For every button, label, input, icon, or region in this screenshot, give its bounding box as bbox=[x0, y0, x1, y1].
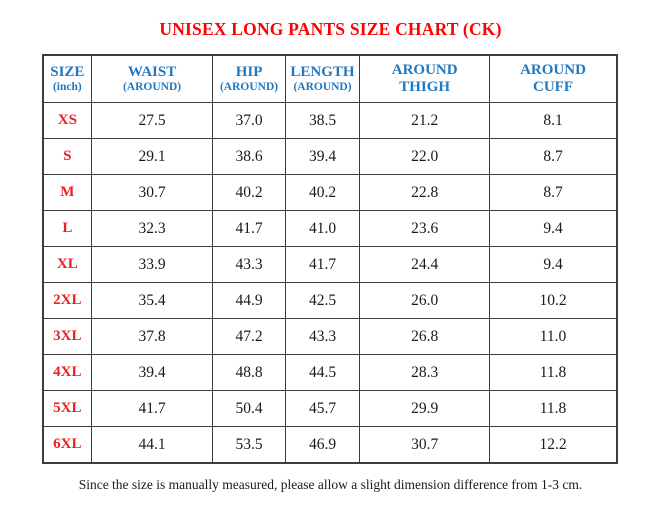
size-label: 5XL bbox=[42, 390, 92, 427]
column-header-label: AROUND bbox=[391, 61, 458, 78]
measurement-value: 47.2 bbox=[212, 318, 286, 355]
measurement-value: 23.6 bbox=[359, 210, 491, 247]
header-row: SIZE (inch) WAIST (AROUND) HIP (AROUND) … bbox=[42, 54, 618, 103]
column-header-label: LENGTH bbox=[290, 63, 355, 80]
measurement-value: 37.0 bbox=[212, 102, 286, 139]
measurement-value: 38.6 bbox=[212, 138, 286, 175]
table-row: M 30.7 40.2 40.2 22.8 8.7 bbox=[42, 174, 618, 211]
measurement-value: 41.7 bbox=[212, 210, 286, 247]
size-chart-table: SIZE (inch) WAIST (AROUND) HIP (AROUND) … bbox=[42, 54, 618, 464]
measurement-value: 37.8 bbox=[90, 318, 214, 355]
measurement-value: 40.2 bbox=[284, 174, 361, 211]
measurement-disclaimer: Since the size is manually measured, ple… bbox=[78, 477, 583, 492]
column-header-label: HIP bbox=[235, 63, 263, 80]
measurement-value: 44.1 bbox=[90, 426, 214, 464]
measurement-value: 38.5 bbox=[284, 102, 361, 139]
column-header-waist: WAIST (AROUND) bbox=[90, 54, 214, 103]
table-row: 2XL 35.4 44.9 42.5 26.0 10.2 bbox=[42, 282, 618, 319]
measurement-value: 22.8 bbox=[359, 174, 491, 211]
measurement-value: 53.5 bbox=[212, 426, 286, 464]
measurement-value: 43.3 bbox=[212, 246, 286, 283]
size-label: 2XL bbox=[42, 282, 92, 319]
table-row: S 29.1 38.6 39.4 22.0 8.7 bbox=[42, 138, 618, 175]
measurement-value: 44.5 bbox=[284, 354, 361, 391]
column-header-sublabel: (AROUND) bbox=[293, 81, 352, 94]
column-header-sublabel: (AROUND) bbox=[219, 81, 279, 94]
measurement-value: 46.9 bbox=[284, 426, 361, 464]
table-row: 6XL 44.1 53.5 46.9 30.7 12.2 bbox=[42, 426, 618, 464]
measurement-value: 44.9 bbox=[212, 282, 286, 319]
size-label: 4XL bbox=[42, 354, 92, 391]
measurement-value: 9.4 bbox=[489, 210, 618, 247]
size-label: 6XL bbox=[42, 426, 92, 464]
measurement-value: 41.7 bbox=[90, 390, 214, 427]
measurement-value: 33.9 bbox=[90, 246, 214, 283]
size-label: 3XL bbox=[42, 318, 92, 355]
table-row: L 32.3 41.7 41.0 23.6 9.4 bbox=[42, 210, 618, 247]
column-header-sublabel: THIGH bbox=[399, 79, 451, 95]
column-header-around-cuff: AROUND CUFF bbox=[489, 54, 618, 103]
measurement-value: 48.8 bbox=[212, 354, 286, 391]
measurement-value: 26.8 bbox=[359, 318, 491, 355]
size-label: XS bbox=[42, 102, 92, 139]
measurement-value: 29.1 bbox=[90, 138, 214, 175]
size-table-body: XS 27.5 37.0 38.5 21.2 8.1 S 29.1 38.6 39.4 22.0 8.… bbox=[42, 102, 618, 464]
measurement-value: 35.4 bbox=[90, 282, 214, 319]
size-label: S bbox=[42, 138, 92, 175]
measurement-value: 9.4 bbox=[489, 246, 618, 283]
measurement-value: 26.0 bbox=[359, 282, 491, 319]
measurement-value: 29.9 bbox=[359, 390, 491, 427]
table-header: SIZE (inch) WAIST (AROUND) HIP (AROUND) … bbox=[42, 54, 618, 103]
measurement-value: 43.3 bbox=[284, 318, 361, 355]
measurement-value: 30.7 bbox=[90, 174, 214, 211]
column-header-sublabel: (AROUND) bbox=[122, 81, 182, 94]
column-header-size: SIZE (inch) bbox=[42, 54, 92, 103]
measurement-value: 24.4 bbox=[359, 246, 491, 283]
measurement-value: 8.7 bbox=[489, 138, 618, 175]
size-label: L bbox=[42, 210, 92, 247]
table-row: XS 27.5 37.0 38.5 21.2 8.1 bbox=[42, 102, 618, 139]
page-title: UNISEX LONG PANTS SIZE CHART (CK) bbox=[159, 19, 502, 39]
measurement-value: 11.8 bbox=[489, 354, 618, 391]
measurement-value: 41.0 bbox=[284, 210, 361, 247]
measurement-value: 50.4 bbox=[212, 390, 286, 427]
column-header-sublabel: CUFF bbox=[533, 79, 574, 95]
measurement-value: 30.7 bbox=[359, 426, 491, 464]
column-header-length: LENGTH (AROUND) bbox=[284, 54, 361, 103]
measurement-value: 8.1 bbox=[489, 102, 618, 139]
column-header-hip: HIP (AROUND) bbox=[212, 54, 286, 103]
measurement-value: 21.2 bbox=[359, 102, 491, 139]
column-header-label: WAIST bbox=[127, 63, 177, 80]
measurement-value: 27.5 bbox=[90, 102, 214, 139]
measurement-value: 39.4 bbox=[90, 354, 214, 391]
measurement-value: 28.3 bbox=[359, 354, 491, 391]
measurement-value: 10.2 bbox=[489, 282, 618, 319]
measurement-value: 11.8 bbox=[489, 390, 618, 427]
table-row: XL 33.9 43.3 41.7 24.4 9.4 bbox=[42, 246, 618, 283]
measurement-value: 40.2 bbox=[212, 174, 286, 211]
column-header-label: SIZE bbox=[50, 63, 85, 80]
column-header-label: AROUND bbox=[520, 61, 586, 78]
column-header-sublabel: (inch) bbox=[52, 81, 82, 94]
table-row: 3XL 37.8 47.2 43.3 26.8 11.0 bbox=[42, 318, 618, 355]
size-label: M bbox=[42, 174, 92, 211]
table-row: 4XL 39.4 48.8 44.5 28.3 11.8 bbox=[42, 354, 618, 391]
measurement-value: 32.3 bbox=[90, 210, 214, 247]
table-row: 5XL 41.7 50.4 45.7 29.9 11.8 bbox=[42, 390, 618, 427]
measurement-value: 41.7 bbox=[284, 246, 361, 283]
measurement-value: 12.2 bbox=[489, 426, 618, 464]
measurement-value: 8.7 bbox=[489, 174, 618, 211]
measurement-value: 42.5 bbox=[284, 282, 361, 319]
measurement-value: 11.0 bbox=[489, 318, 618, 355]
size-label: XL bbox=[42, 246, 92, 283]
measurement-value: 45.7 bbox=[284, 390, 361, 427]
column-header-around-thigh: AROUND THIGH bbox=[359, 54, 491, 103]
measurement-value: 22.0 bbox=[359, 138, 491, 175]
measurement-value: 39.4 bbox=[284, 138, 361, 175]
